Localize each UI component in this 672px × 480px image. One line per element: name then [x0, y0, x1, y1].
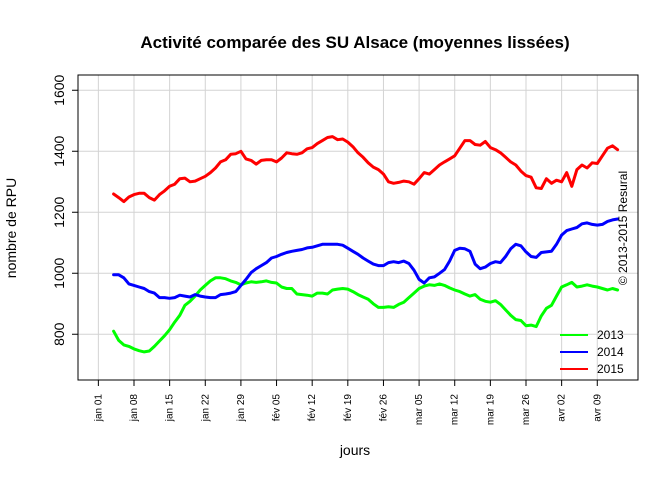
y-tick-label: 800: [51, 322, 67, 346]
x-tick-label: jan 01: [93, 394, 104, 423]
y-tick-label: 1600: [51, 74, 67, 105]
x-axis-label: jours: [339, 442, 370, 458]
legend-label-2015: 2015: [597, 362, 624, 376]
x-tick-label: fév 12: [307, 394, 318, 422]
x-tick-label: fév 05: [272, 394, 283, 422]
plot-frame: [77, 74, 639, 381]
y-axis-label: nombre de RPU: [3, 178, 19, 278]
x-tick-label: mar 19: [485, 394, 496, 426]
y-tick-label: 1200: [51, 196, 67, 227]
grid: [78, 75, 638, 380]
legend-label-2014: 2014: [597, 345, 624, 359]
series-line-2013: [112, 276, 620, 354]
x-tick-label: mar 05: [414, 394, 425, 426]
x-tick-label: avr 02: [557, 394, 568, 422]
x-tick-label: mar 26: [521, 394, 532, 426]
legend: 2013 2014 2015: [560, 328, 624, 376]
x-tick-label: fév 26: [378, 394, 389, 422]
series-lines: [112, 135, 620, 354]
x-tick-label: fév 19: [343, 394, 354, 422]
x-axis: jan 01 jan 08 jan 15 jan 22 jan 29 fév 05 fév …: [93, 380, 603, 425]
y-axis: 800 1000 1200 1400 1600: [51, 74, 78, 346]
x-tick-label: jan 22: [200, 394, 211, 423]
x-tick-label: jan 08: [129, 394, 140, 423]
credit-text: © 2013-2015 Resural: [616, 171, 630, 285]
x-tick-label: jan 15: [165, 394, 176, 423]
series-line-2015: [112, 135, 620, 204]
chart-title: Activité comparée des SU Alsace (moyenne…: [140, 33, 569, 52]
series-line-2014: [112, 217, 620, 300]
x-tick-label: jan 29: [236, 394, 247, 423]
x-tick-label: mar 12: [450, 394, 461, 426]
y-tick-label: 1400: [51, 135, 67, 166]
x-tick-label: avr 09: [592, 394, 603, 422]
legend-label-2013: 2013: [597, 328, 624, 342]
y-tick-label: 1000: [51, 257, 67, 288]
